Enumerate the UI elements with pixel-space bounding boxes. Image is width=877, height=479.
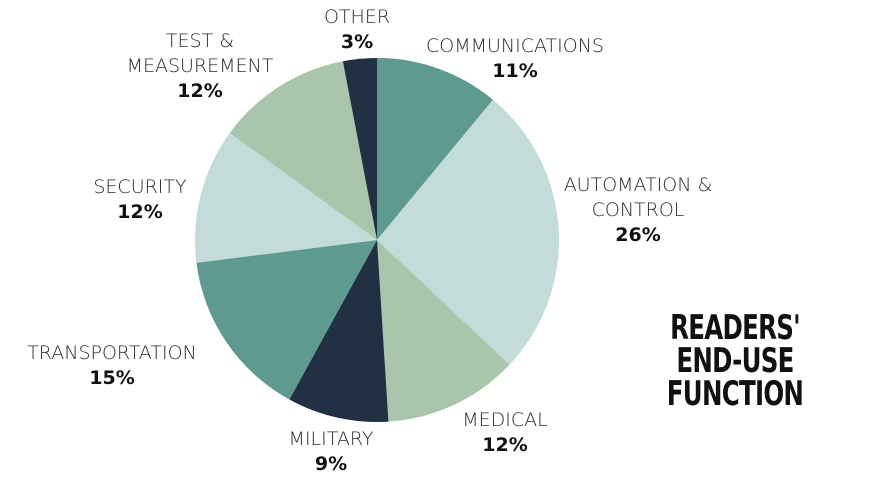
pie-slice [377,240,510,422]
pie-slice [377,58,494,240]
slice-label: OTHER 3% [297,5,417,55]
value-label: 26% [615,224,661,246]
category-label: AUTOMATION & CONTROL [563,174,713,221]
slice-label: SECURITY 12% [70,175,210,225]
pie-slice [289,240,389,422]
pie-slice [229,61,377,240]
slice-label: AUTOMATION & CONTROL 26% [558,173,718,248]
slice-label: MILITARY 9% [261,427,401,477]
value-label: 12% [177,80,223,102]
value-label: 3% [340,31,374,53]
slice-label: TRANSPORTATION 15% [0,341,227,391]
pie-slice [342,58,377,240]
pie-slice [195,133,377,263]
category-label: TRANSPORTATION [27,342,197,364]
chart-title: READERS' END-USE FUNCTION [666,308,804,414]
value-label: 9% [314,453,348,475]
slice-label: MEDICAL 12% [435,408,575,458]
value-label: 11% [492,60,538,82]
category-label: COMMUNICATIONS [426,35,604,57]
category-label: MEDICAL [462,409,548,431]
value-label: 12% [482,434,528,456]
value-label: 12% [117,201,163,223]
slice-label: TEST & MEASUREMENT 12% [105,29,295,104]
category-label: MILITARY [288,428,374,450]
slice-label: COMMUNICATIONS 11% [395,34,635,84]
category-label: SECURITY [93,176,187,198]
pie-slice [196,240,377,400]
value-label: 15% [89,367,135,389]
category-label: OTHER [323,6,391,28]
category-label: TEST & MEASUREMENT [126,30,274,77]
pie-slice [377,99,559,365]
